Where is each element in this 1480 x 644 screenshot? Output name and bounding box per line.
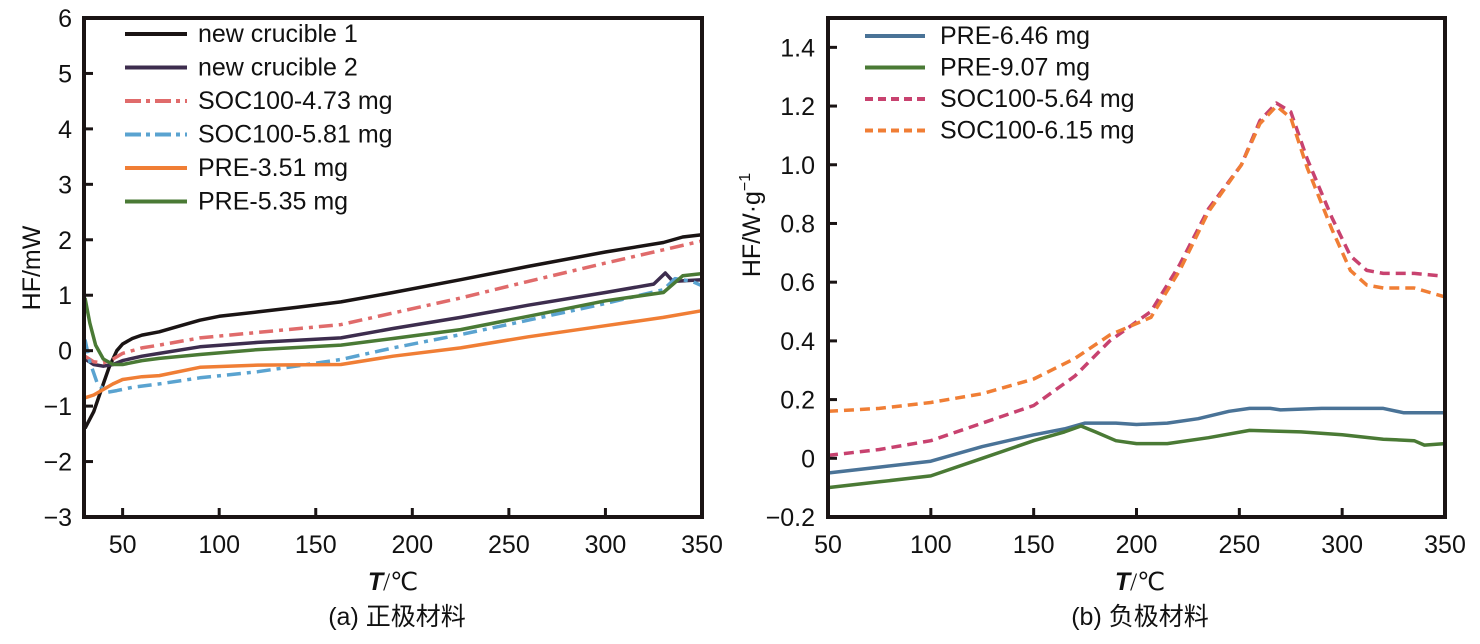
- series-line-pre-6-46-mg: [827, 406, 1445, 475]
- x-tick-label: 50: [109, 531, 137, 559]
- series-line-soc100-6-15-mg: [827, 104, 1446, 414]
- x-tick-label: 300: [1321, 531, 1363, 559]
- x-tick-label: 350: [681, 531, 723, 559]
- panel-b-caption: (b) 负极材料: [1071, 603, 1209, 631]
- legend-label: PRE-5.35 mg: [198, 188, 348, 216]
- y-tick-label: 0.8: [780, 210, 815, 238]
- y-tick-label: 2: [58, 227, 72, 255]
- series-line-pre-9-07-mg: [827, 424, 1446, 490]
- series-line-soc100-5-64-mg: [827, 101, 1446, 458]
- x-tick-label: 300: [585, 531, 627, 559]
- panel-a-ticks: 50 100 150 200 250 300 350 −3 −2 −1 0 1 2 3 4 5 6: [43, 5, 722, 559]
- panel-a-chart: 50 100 150 200 250 300 350 −3 −2 −1 0 1 2 3 4 5 6 new cr…: [18, 5, 723, 631]
- legend-label: new crucible 1: [198, 20, 358, 48]
- x-tick-label: 250: [488, 531, 530, 559]
- legend-label: SOC100-6.15 mg: [940, 117, 1135, 145]
- panel-b-y-axis-label: HF/W·g: [738, 191, 766, 277]
- y-tick-label: 0: [801, 445, 815, 473]
- y-tick-label: 3: [58, 171, 72, 199]
- legend-label: SOC100-5.81 mg: [198, 121, 393, 149]
- panel-b-x-axis-title: T/℃: [1115, 568, 1165, 596]
- x-tick-label: 50: [814, 531, 842, 559]
- x-tick-label: 150: [1013, 531, 1055, 559]
- x-tick-label: 100: [910, 531, 952, 559]
- panel-a-series-layer: [83, 233, 703, 430]
- panel-b-series-layer: [827, 101, 1446, 490]
- panel-b-y-axis-title: HF/W·g−1: [737, 173, 766, 277]
- y-tick-label: 4: [58, 116, 72, 144]
- panel-a-caption: (a) 正极材料: [328, 603, 466, 631]
- y-tick-label: 5: [58, 60, 72, 88]
- legend-label: SOC100-4.73 mg: [198, 87, 393, 115]
- series-line-pre-5-35-mg: [83, 271, 703, 367]
- panel-b-y-axis-superscript: −1: [737, 173, 754, 191]
- series-line-new-crucible-2: [84, 271, 703, 368]
- y-tick-label: 1.2: [780, 93, 815, 121]
- panel-a-x-axis-var: T: [368, 568, 386, 596]
- y-tick-label: 0.6: [780, 269, 815, 297]
- panel-b-legend: PRE-6.46 mg PRE-9.07 mg SOC100-5.64 mg SOC1…: [865, 22, 1135, 145]
- panel-a-plot-frame: [82, 16, 704, 519]
- y-tick-label: 0: [58, 338, 72, 366]
- legend-label: PRE-3.51 mg: [198, 154, 348, 182]
- panel-b-chart: 50 100 150 200 250 300 350 −0.2 0 0.2 0.4 0.6 0.8 1.0…: [737, 16, 1466, 631]
- legend-label: PRE-9.07 mg: [940, 54, 1090, 82]
- panel-a-y-axis-title: HF/mW: [18, 225, 46, 310]
- x-tick-label: 150: [295, 531, 337, 559]
- series-line-soc100-5-81-mg: [83, 276, 703, 395]
- y-tick-label: 1.4: [780, 34, 815, 62]
- panel-a-legend: new crucible 1 new crucible 2 SOC100-4.73 …: [125, 20, 393, 216]
- legend-label: PRE-6.46 mg: [940, 22, 1090, 50]
- legend-label: new crucible 2: [198, 54, 358, 82]
- x-tick-label: 250: [1218, 531, 1260, 559]
- panel-b-x-axis-var: T: [1115, 568, 1133, 596]
- panel-a-x-axis-title: T/℃: [368, 568, 418, 596]
- panel-b-ticks: 50 100 150 200 250 300 350 −0.2 0 0.2 0.4 0.6 0.8 1.0…: [766, 34, 1466, 559]
- y-tick-label: 1: [58, 282, 72, 310]
- series-line-pre-3-51-mg: [84, 308, 703, 400]
- x-tick-label: 350: [1424, 531, 1466, 559]
- y-tick-label: 1.0: [780, 152, 815, 180]
- y-tick-label: 6: [58, 5, 72, 33]
- series-line-new-crucible-1: [83, 233, 703, 430]
- panel-a-x-axis-unit: /℃: [383, 569, 418, 596]
- y-tick-label: 0.2: [780, 387, 815, 415]
- x-tick-label: 100: [198, 531, 240, 559]
- y-tick-label: −0.2: [766, 504, 815, 532]
- y-tick-label: −1: [43, 393, 72, 421]
- y-tick-label: −2: [43, 449, 72, 477]
- y-tick-label: 0.4: [780, 328, 815, 356]
- x-tick-label: 200: [391, 531, 433, 559]
- x-tick-label: 200: [1116, 531, 1158, 559]
- panel-b-x-axis-unit: /℃: [1130, 569, 1165, 596]
- legend-label: SOC100-5.64 mg: [940, 85, 1135, 113]
- y-tick-label: −3: [43, 504, 72, 532]
